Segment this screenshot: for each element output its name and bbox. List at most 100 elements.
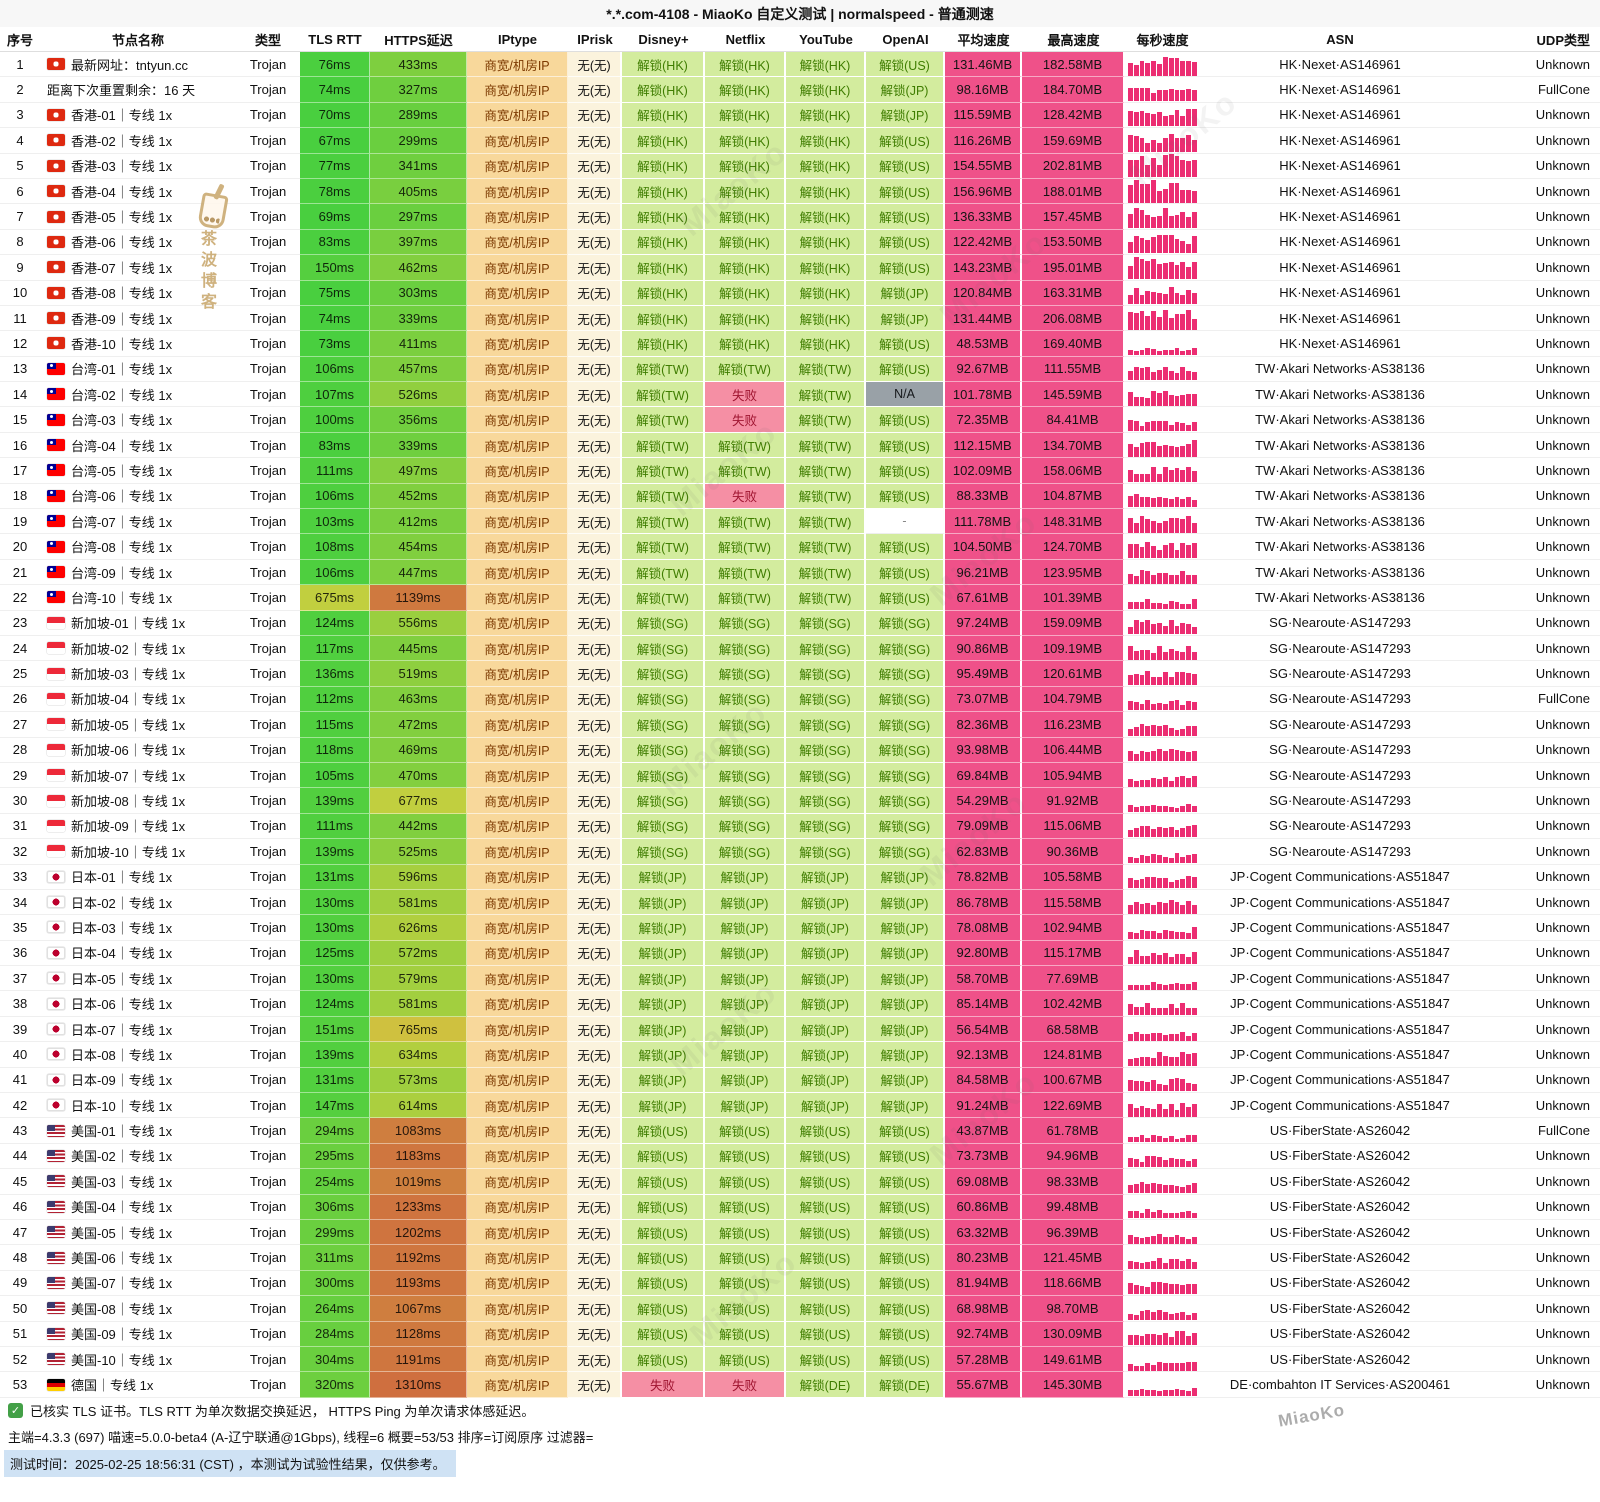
sparkline-bar [1145, 670, 1151, 686]
sparkline-bar [1192, 904, 1197, 914]
cell-type: Trojan [236, 585, 300, 611]
cell-disney: 解锁(US) [622, 1296, 705, 1322]
cell-asn: JP·Cogent Communications·AS51847 [1200, 1042, 1480, 1068]
cell-type: Trojan [236, 1296, 300, 1322]
sparkline-bar [1128, 804, 1133, 813]
cell-avg-speed: 68.98MB [945, 1296, 1022, 1322]
cell-index: 7 [0, 204, 40, 230]
cell-type: Trojan [236, 610, 300, 636]
sparkline-bar [1180, 1331, 1186, 1346]
cell-asn: HK·Nexet·AS146961 [1200, 305, 1480, 332]
sparkline-bar [1180, 138, 1186, 152]
cell-asn: TW·Akari Networks·AS38136 [1200, 407, 1480, 433]
cell-max-speed: 105.58MB [1022, 864, 1125, 890]
sparkline-bar [1128, 420, 1133, 432]
speed-sparkline [1128, 103, 1197, 127]
cell-max-speed: 102.94MB [1022, 915, 1125, 941]
cell-asn: JP·Cogent Communications·AS51847 [1200, 940, 1480, 967]
cell-asn: US·FiberState·AS26042 [1200, 1321, 1480, 1347]
cell-disney: 解锁(HK) [622, 128, 705, 154]
sparkline-bar [1157, 445, 1162, 457]
sparkline-bar [1168, 498, 1174, 508]
speed-sparkline [1128, 53, 1197, 76]
cell-asn: TW·Akari Networks·AS38136 [1200, 534, 1480, 560]
cell-iptype: 商宽/机房IP [467, 1169, 568, 1195]
cell-netflix: 解锁(SG) [705, 737, 786, 763]
sparkline-bar [1174, 853, 1180, 863]
cell-asn: SG·Nearoute·AS147293 [1200, 788, 1480, 814]
sparkline-bar [1139, 984, 1145, 990]
cell-index: 44 [0, 1143, 40, 1170]
node-name-text: 日本-04｜专线 1x [71, 946, 173, 962]
cell-https-latency: 299ms [370, 128, 467, 154]
cell-youtube: 解锁(JP) [786, 940, 866, 967]
cell-index: 17 [0, 458, 40, 484]
sparkline-bar [1128, 392, 1133, 406]
sparkline-bar [1145, 1390, 1151, 1396]
cell-openai: N/A [866, 382, 945, 408]
flag-us-icon [47, 1302, 65, 1315]
sparkline-bar [1174, 880, 1180, 889]
cell-openai: 解锁(US) [866, 1194, 945, 1220]
cell-type: Trojan [236, 1169, 300, 1195]
cell-netflix: 解锁(US) [705, 1245, 786, 1271]
sparkline-bar [1192, 1387, 1197, 1396]
sparkline-bar [1139, 184, 1145, 203]
sparkline-bar [1180, 932, 1186, 939]
cell-index: 13 [0, 356, 40, 383]
cell-youtube: 解锁(JP) [786, 1016, 866, 1043]
sparkline-bar [1133, 674, 1139, 686]
cell-disney: 解锁(TW) [622, 432, 705, 459]
cell-https-latency: 1139ms [370, 585, 467, 611]
cell-disney: 解锁(US) [622, 1321, 705, 1347]
cell-iptype: 商宽/机房IP [467, 889, 568, 916]
cell-max-speed: 98.70MB [1022, 1296, 1125, 1322]
sparkline-bar [1168, 1004, 1174, 1016]
sparkline-bar [1192, 1312, 1197, 1320]
footer-timestamp-row: 测试时间：2025-02-25 18:56:31 (CST) ，本测试为试验性结… [0, 1449, 1600, 1477]
sparkline-bar [1174, 601, 1180, 609]
sparkline-bar [1186, 190, 1192, 203]
cell-youtube: 解锁(HK) [786, 102, 866, 129]
cell-iprisk: 无(无) [568, 1143, 622, 1170]
sparkline-bar [1186, 1210, 1192, 1219]
cell-type: Trojan [236, 889, 300, 916]
cell-iptype: 商宽/机房IP [467, 1270, 568, 1297]
cell-node-name: 香港-01｜专线 1x [40, 102, 236, 129]
col-header-netflix: Netflix [705, 27, 786, 52]
cell-asn: US·FiberState·AS26042 [1200, 1169, 1480, 1195]
cell-node-name: 日本-09｜专线 1x [40, 1067, 236, 1094]
cell-tls-rtt: 130ms [300, 889, 370, 916]
node-name-text: 日本-02｜专线 1x [71, 895, 173, 911]
cell-per-second-speed [1125, 458, 1200, 484]
sparkline-bar [1180, 1003, 1186, 1016]
sparkline-bar [1162, 349, 1168, 355]
cell-tls-rtt: 294ms [300, 1118, 370, 1144]
cell-avg-speed: 69.84MB [945, 762, 1022, 789]
cell-max-speed: 153.50MB [1022, 229, 1125, 256]
cell-asn: SG·Nearoute·AS147293 [1200, 635, 1480, 662]
cell-index: 34 [0, 889, 40, 916]
cell-iptype: 商宽/机房IP [467, 534, 568, 560]
speed-sparkline [1128, 230, 1197, 254]
cell-type: Trojan [236, 966, 300, 992]
sparkline-bar [1139, 825, 1145, 838]
sparkline-bar [1162, 1282, 1168, 1295]
node-name-text: 美国-03｜专线 1x [71, 1174, 173, 1190]
sparkline-bar [1180, 1159, 1186, 1168]
sparkline-bar [1133, 1032, 1139, 1041]
sparkline-bar [1128, 111, 1133, 127]
cell-node-name: 台湾-10｜专线 1x [40, 585, 236, 611]
cell-disney: 解锁(SG) [622, 686, 705, 713]
table-row: 13 台湾-01｜专线 1x Trojan 106ms 457ms 商宽/机房IP 无(无)… [0, 356, 1600, 383]
cell-type: Trojan [236, 305, 300, 332]
cell-iprisk: 无(无) [568, 483, 622, 510]
cell-openai: 解锁(JP) [866, 280, 945, 306]
cell-disney: 解锁(US) [622, 1270, 705, 1297]
cell-node-name: 新加坡-07｜专线 1x [40, 762, 236, 789]
cell-youtube: 解锁(HK) [786, 178, 866, 205]
cell-openai: 解锁(US) [866, 1143, 945, 1170]
table-row: 27 新加坡-05｜专线 1x Trojan 115ms 472ms 商宽/机房IP 无(无… [0, 712, 1600, 738]
cell-disney: 失败 [622, 1372, 705, 1398]
flag-us-icon [47, 1327, 65, 1340]
